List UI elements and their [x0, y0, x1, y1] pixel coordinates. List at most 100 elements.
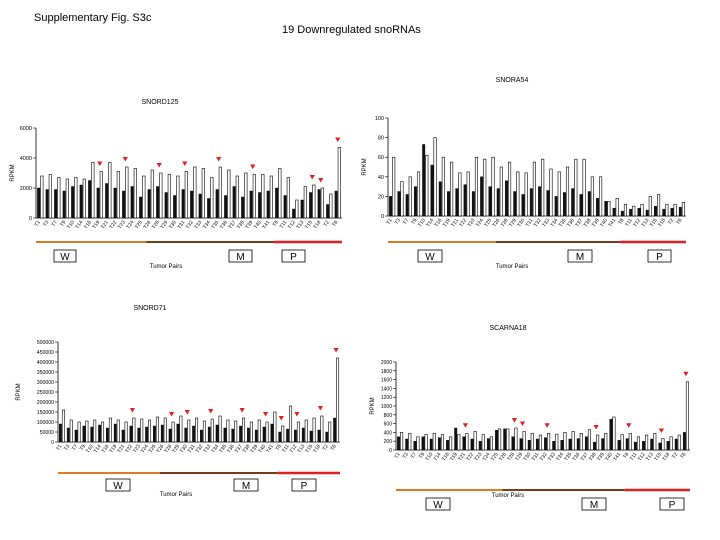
bar-tumor: [153, 425, 156, 443]
category-label: T30: [523, 452, 533, 463]
group-box: [291, 478, 317, 492]
bar-normal: [604, 432, 608, 451]
bar-tumor: [422, 144, 426, 217]
bar-normal: [304, 419, 308, 443]
bar-tumor: [554, 196, 558, 217]
category-label: T36: [572, 452, 582, 463]
bar-tumor: [488, 186, 492, 217]
category-label: T23: [132, 444, 142, 455]
bar-normal: [408, 432, 412, 451]
category-label: T32: [185, 220, 195, 231]
group-box: [581, 497, 607, 511]
bar-tumor: [579, 194, 583, 217]
category-label: T37: [574, 218, 584, 229]
bar-tumor: [560, 440, 564, 451]
category-label: T13: [641, 218, 651, 229]
y-tick-label: 600: [384, 422, 393, 428]
category-label: T6: [675, 218, 683, 226]
group-box: [647, 249, 672, 263]
bar-normal: [499, 166, 503, 217]
category-label: T3: [42, 220, 50, 228]
category-label: T18: [312, 444, 322, 455]
bar-tumor: [241, 196, 245, 219]
bar-tumor: [74, 429, 78, 443]
bar-tumor: [562, 192, 566, 217]
bar-normal: [632, 205, 636, 217]
y-tick-label: 0: [51, 440, 54, 446]
y-tick-label: 450000: [37, 350, 54, 356]
bar-tumor: [184, 427, 188, 443]
downregulated-marker: [156, 163, 162, 168]
group-label: P: [290, 252, 297, 263]
category-label: T9: [59, 220, 67, 228]
bar-normal: [226, 419, 230, 443]
y-tick-label: 80: [378, 136, 384, 142]
category-label: T22: [465, 452, 475, 463]
category-label: T34: [210, 444, 220, 455]
category-label: T38: [236, 220, 246, 231]
y-axis-label: RPKM: [370, 397, 376, 414]
group-box: [425, 497, 451, 511]
bar-normal: [65, 178, 69, 219]
bar-tumor: [192, 425, 195, 443]
bar-tumor: [160, 424, 164, 443]
category-label: T24: [126, 220, 136, 231]
bar-normal: [532, 161, 536, 217]
chart-title: SCARNA18: [490, 325, 527, 332]
category-label: T7: [71, 444, 79, 452]
bar-tumor: [122, 190, 126, 219]
bar-normal: [210, 177, 214, 219]
bar-normal: [40, 175, 44, 219]
category-label: T39: [245, 220, 255, 231]
bar-normal: [296, 421, 300, 443]
bar-tumor: [629, 208, 633, 217]
bar-tumor: [654, 205, 657, 217]
bar-tumor: [113, 423, 117, 443]
bar-tumor: [190, 190, 194, 219]
category-label: T22: [109, 220, 119, 231]
bar-normal: [155, 416, 159, 443]
bar-tumor: [478, 441, 482, 451]
category-label: T19: [109, 444, 119, 455]
category-label: T40: [257, 444, 267, 455]
group-label: P: [656, 252, 663, 263]
category-label: T8: [617, 218, 625, 226]
y-tick-label: 1800: [381, 369, 392, 375]
category-label: T15: [304, 220, 314, 231]
category-label: T3: [394, 218, 402, 226]
category-label: T1: [386, 218, 394, 226]
bar-normal: [538, 434, 542, 451]
bar-tumor: [519, 438, 523, 451]
y-tick-label: 1000: [381, 404, 392, 410]
group-box: [659, 497, 685, 511]
category-label: T31: [177, 220, 187, 231]
downregulated-marker: [544, 423, 550, 428]
bar-tumor: [430, 164, 434, 217]
bar-tumor: [678, 206, 682, 217]
bar-tumor: [326, 204, 330, 219]
downregulated-marker: [216, 157, 222, 162]
category-label: T33: [541, 218, 551, 229]
category-label: T32: [195, 444, 205, 455]
category-label: T12: [637, 452, 647, 463]
bar-normal: [320, 187, 324, 219]
category-label: T31: [187, 444, 197, 455]
bar-tumor: [568, 438, 572, 451]
category-label: T25: [134, 220, 144, 231]
category-label: T29: [508, 218, 518, 229]
page-title: 19 Downregulated snoRNAs: [282, 24, 421, 36]
bar-tumor: [145, 426, 148, 443]
bar-tumor: [45, 189, 49, 219]
category-label: T19: [442, 218, 452, 229]
bar-normal: [202, 420, 206, 443]
y-tick-label: 0: [389, 448, 392, 454]
bar-tumor: [413, 441, 417, 451]
bar-normal: [193, 166, 197, 219]
y-tick-label: 100000: [37, 420, 54, 426]
category-label: T18: [313, 220, 323, 231]
group-label: M: [242, 481, 250, 492]
y-tick-label: 400: [384, 430, 393, 436]
bar-tumor: [625, 438, 629, 451]
bar-normal: [524, 172, 528, 217]
category-label: T35: [211, 220, 221, 231]
